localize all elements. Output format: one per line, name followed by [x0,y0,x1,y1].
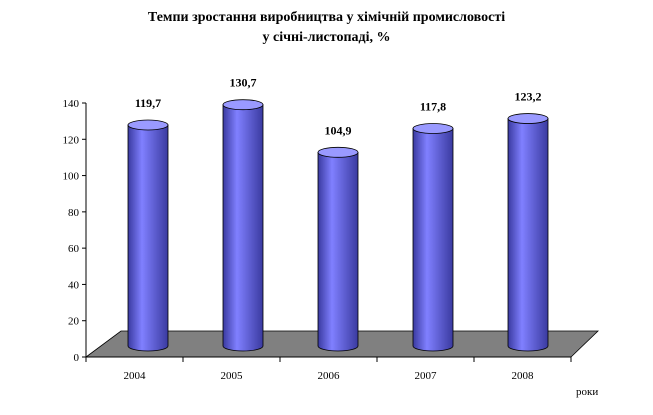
data-label: 123,2 [515,90,542,104]
y-tick-label: 60 [68,243,80,255]
bar [127,119,169,352]
y-tick-label: 120 [63,134,80,146]
bar-body [222,104,264,352]
data-label: 117,8 [420,100,446,114]
bar-top [412,123,454,134]
x-tick-label: 2006 [318,370,341,382]
chart-title-line-2: у січні-листопаді, % [262,30,391,45]
bar [317,146,359,352]
y-tick-label: 140 [63,98,80,110]
x-tick-label: 2004 [124,370,147,382]
y-axis: 0 20 40 60 80 100 120 140 [63,98,87,364]
chart-title: Темпи зростання виробництва у хімічній п… [0,8,653,48]
bar-body [507,118,549,352]
y-tick-label: 40 [68,279,80,291]
bars [127,99,549,352]
bar [412,123,454,352]
bar-body [317,151,359,352]
y-tick-label: 80 [68,207,80,219]
x-tick-label: 2007 [415,370,438,382]
x-axis: 2004 2005 2006 2007 2008 [85,356,572,382]
bar-top [127,119,169,131]
chart-title-line-1: Темпи зростання виробництва у хімічній п… [147,10,506,25]
x-tick-label: 2008 [512,370,535,382]
bar-body [127,124,169,352]
bar-body [412,128,454,352]
x-tick-label: 2005 [221,370,244,382]
bar-top [317,146,359,158]
bar-top [507,113,549,124]
x-axis-unit-label: роки [576,386,598,398]
bar-top [222,99,264,111]
data-label: 130,7 [230,76,257,90]
data-label: 104,9 [325,123,352,137]
data-label: 119,7 [135,96,161,110]
y-tick-label: 100 [63,171,80,183]
data-labels: 119,7 130,7 104,9 117,8 123,2 [135,76,542,138]
bar [507,113,549,352]
bar [222,99,264,352]
y-tick-label: 20 [68,316,80,328]
y-tick-label: 0 [74,352,80,364]
